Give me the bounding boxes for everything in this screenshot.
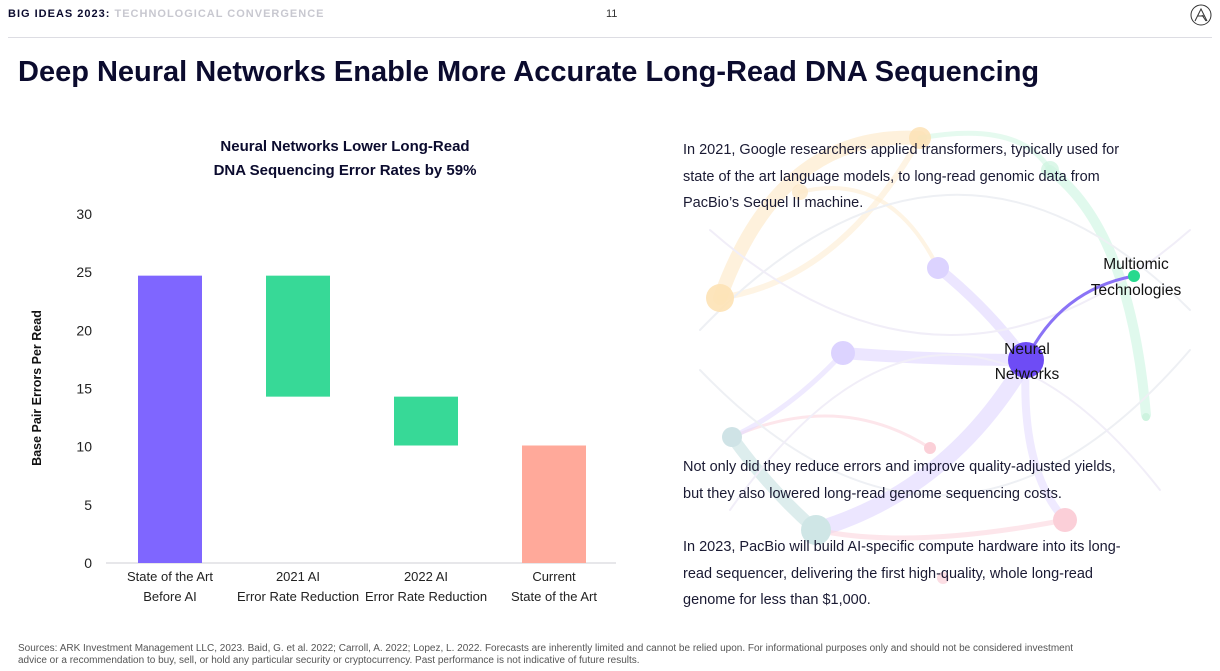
- y-tick-label: 30: [76, 206, 92, 222]
- y-tick-label: 0: [84, 555, 92, 571]
- paragraph-costs: Not only did they reduce errors and impr…: [683, 454, 1183, 507]
- section-label: TECHNOLOGICAL CONVERGENCE: [114, 8, 325, 20]
- paragraph-line: In 2021, Google researchers applied tran…: [683, 142, 1120, 158]
- x-tick-label: Before AI: [143, 589, 196, 604]
- chart-title-line: DNA Sequencing Error Rates by 59%: [213, 162, 477, 179]
- chart-title-line: Neural Networks Lower Long-Read: [220, 138, 470, 155]
- paragraph-line: state of the art language models, to lon…: [683, 168, 1100, 185]
- page-number: 11: [606, 8, 618, 20]
- bar: [394, 396, 458, 446]
- x-tick-label: State of the Art: [127, 569, 213, 584]
- node-label-line: Multiomic: [1103, 256, 1169, 273]
- node-label-line: Technologies: [1091, 282, 1182, 299]
- page-title: Deep Neural Networks Enable More Accurat…: [18, 56, 1040, 88]
- footnote-line: Sources: ARK Investment Management LLC, …: [18, 643, 1074, 654]
- paragraph-pacbio: In 2023, PacBio will build AI-specific c…: [683, 534, 1183, 614]
- network-graphic: Multiomic Technologies Neural Networks: [699, 127, 1191, 584]
- node-label-line: Neural: [1004, 341, 1050, 358]
- chart-title: Neural Networks Lower Long-Read DNA Sequ…: [170, 135, 520, 183]
- waterfall-chart: 0 5 10 15 20 25 30 Base Pair Errors Per Read Sta…: [30, 206, 616, 604]
- y-tick-label: 25: [76, 264, 92, 280]
- footnote-line: advice or a recommendation to buy, sell,…: [18, 655, 640, 666]
- y-tick-label: 5: [84, 497, 92, 513]
- y-tick-label: 20: [76, 322, 92, 338]
- slide-header: BIG IDEAS 2023: TECHNOLOGICAL CONVERGENC…: [8, 8, 325, 20]
- y-tick-label: 10: [76, 439, 92, 455]
- bar: [138, 275, 202, 563]
- paragraph-line: PacBio’s Sequel II machine.: [683, 195, 864, 211]
- paragraph-line: genome for less than $1,000.: [683, 592, 871, 608]
- x-tick-label: State of the Art: [511, 589, 597, 604]
- series-label: BIG IDEAS 2023: [8, 8, 106, 20]
- sources-footnote: Sources: ARK Investment Management LLC, …: [18, 643, 1208, 667]
- paragraph-line: Not only did they reduce errors and impr…: [683, 459, 1116, 475]
- header-divider: [8, 37, 1212, 38]
- paragraph-transformers: In 2021, Google researchers applied tran…: [683, 137, 1183, 217]
- y-axis-label: Base Pair Errors Per Read: [30, 310, 44, 466]
- bar: [522, 445, 586, 563]
- paragraph-line: read sequencer, delivering the first hig…: [683, 565, 1094, 582]
- node-label-neural: Neural Networks: [995, 341, 1060, 383]
- paragraph-line: In 2023, PacBio will build AI-specific c…: [683, 539, 1121, 555]
- x-tick-label: 2021 AI: [276, 569, 320, 584]
- node-label-line: Networks: [995, 366, 1060, 383]
- x-tick-label: 2022 AI: [404, 569, 448, 584]
- paragraph-line: but they also lowered long-read genome s…: [683, 485, 1062, 502]
- x-tick-label: Current: [532, 569, 576, 584]
- y-tick-label: 15: [76, 381, 92, 397]
- node-label-multiomic: Multiomic Technologies: [1091, 256, 1182, 299]
- x-tick-label: Error Rate Reduction: [365, 589, 487, 604]
- bar: [266, 275, 330, 397]
- x-tick-label: Error Rate Reduction: [237, 589, 359, 604]
- ark-logo-icon: [1190, 4, 1212, 26]
